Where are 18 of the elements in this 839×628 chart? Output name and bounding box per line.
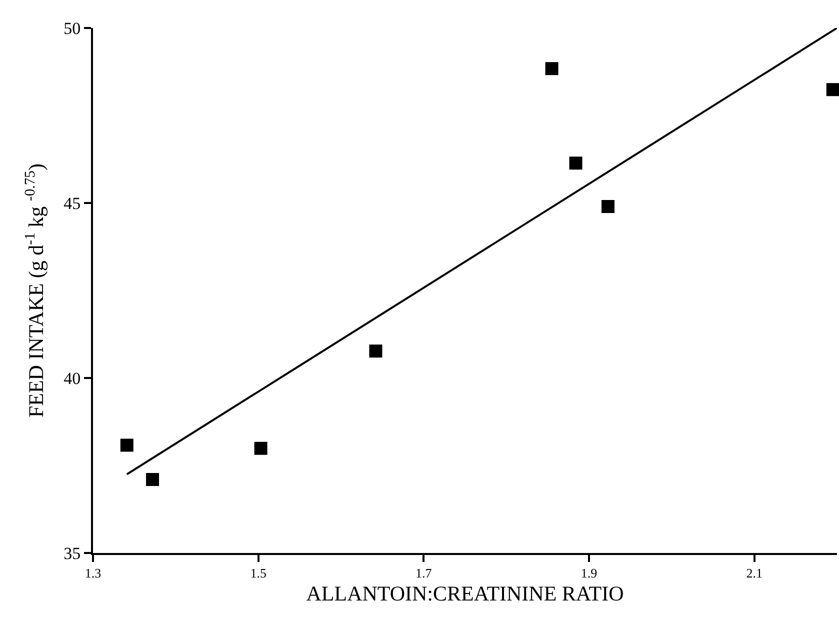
point <box>569 156 582 170</box>
x-axis-title: ALLANTOIN:CREATININE RATIO <box>306 581 624 606</box>
x-tick-label: 1.5 <box>250 566 266 581</box>
y-tick-label: 35 <box>64 544 81 563</box>
point <box>120 438 134 452</box>
point <box>254 442 268 455</box>
y-tick-label: 40 <box>64 368 81 388</box>
x-tick-label: 1.7 <box>416 566 432 581</box>
y-tick-label: 50 <box>64 18 81 38</box>
point <box>545 62 558 76</box>
point <box>602 200 615 213</box>
point <box>369 344 382 358</box>
point <box>826 83 839 96</box>
x-tick-label: 1.3 <box>84 566 102 581</box>
point <box>146 473 160 486</box>
x-tick-label: 1.9 <box>580 566 598 581</box>
y-tick-label: 45 <box>64 194 81 213</box>
x-tick-label: 2.1 <box>746 566 762 581</box>
